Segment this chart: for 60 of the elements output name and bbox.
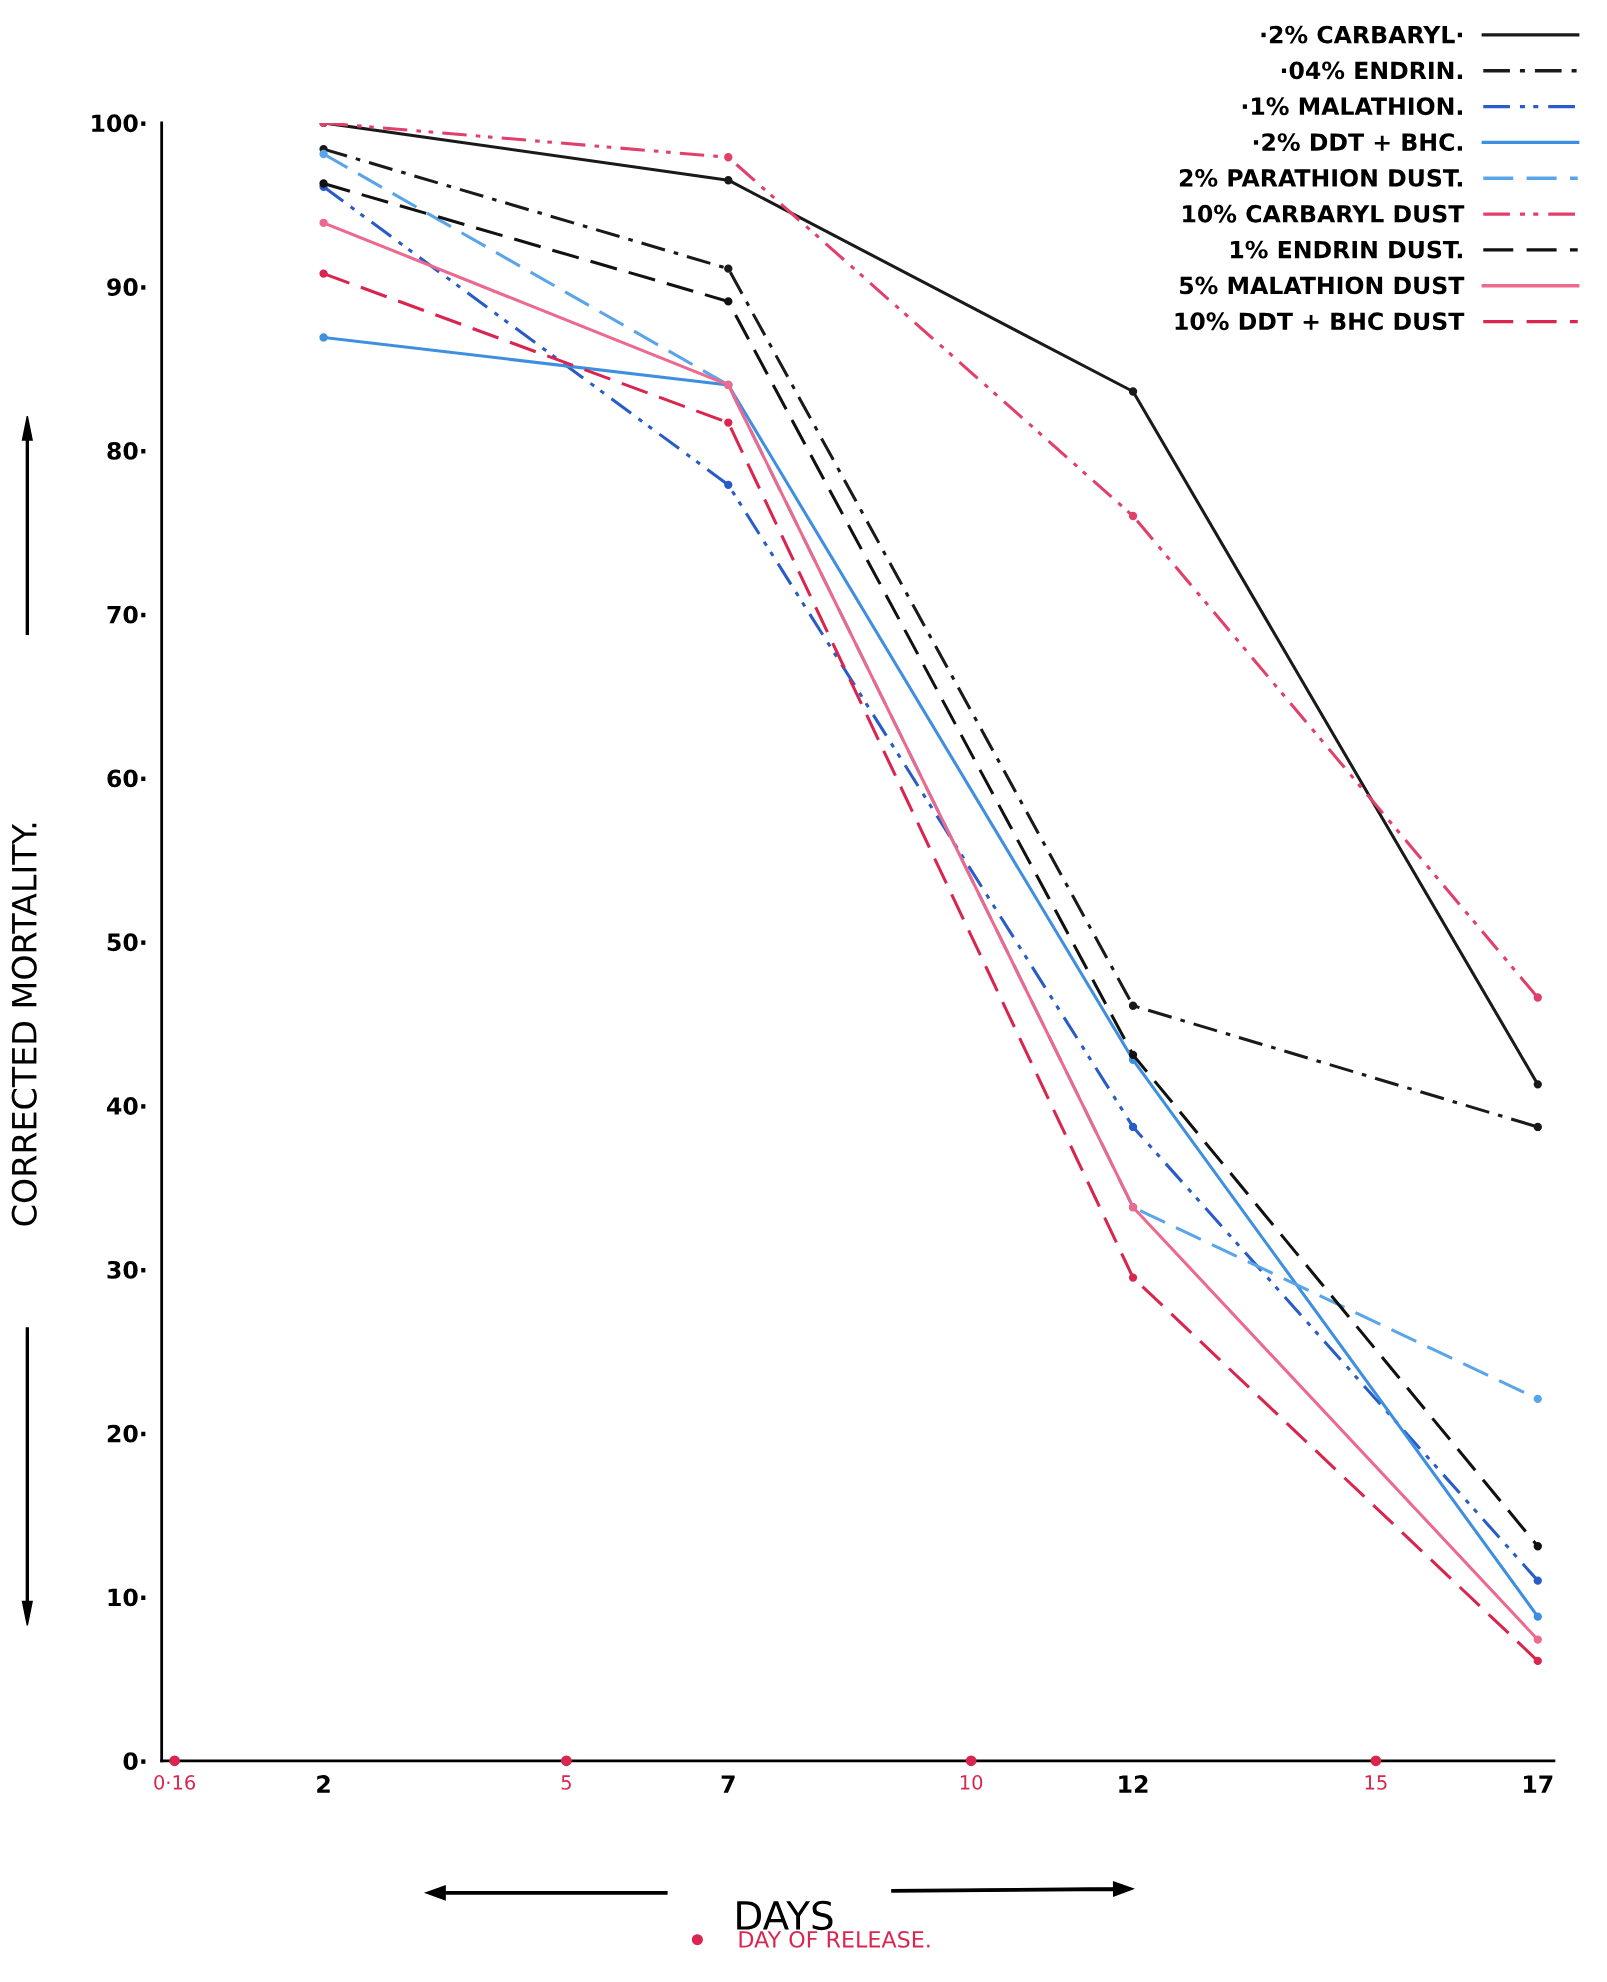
point <box>1128 1050 1138 1060</box>
y-tick-label: 10· <box>108 1588 146 1607</box>
x-tick-label: 12 <box>1119 1775 1148 1793</box>
point <box>1128 1122 1138 1132</box>
point <box>724 480 733 490</box>
point <box>724 264 733 273</box>
x-tick-label: 2 <box>317 1775 330 1793</box>
point <box>561 1755 572 1767</box>
point <box>319 218 328 227</box>
y-tick-label: 30· <box>107 1260 146 1279</box>
legend-label: ·04% ENDRIN. <box>1281 61 1462 80</box>
point <box>724 297 733 306</box>
x-tick-label: 15 <box>1365 1775 1387 1790</box>
legend-label: ·1% MALATHION. <box>1242 97 1462 116</box>
point <box>1533 1542 1542 1551</box>
x-tick-label: 0·16 <box>154 1775 196 1790</box>
legend-label: 2% PARATHION DUST. <box>1179 168 1462 187</box>
point <box>1533 1576 1542 1585</box>
y-tick-label: 60· <box>107 769 146 788</box>
point <box>169 1755 180 1767</box>
x-tick-label: 7 <box>721 1775 735 1793</box>
point <box>1533 1635 1542 1644</box>
point <box>1128 387 1138 396</box>
text: DAY OF RELEASE. <box>739 1930 930 1948</box>
legend-label: 5% MALATHION DUST <box>1180 276 1465 295</box>
point <box>1128 511 1138 521</box>
point <box>319 333 328 342</box>
y-tick-label: 100· <box>92 114 146 133</box>
y-tick-label: 90· <box>107 278 146 296</box>
legend-label: 10% DDT + BHC DUST <box>1175 312 1465 331</box>
legend-label: 1% ENDRIN DUST. <box>1231 240 1462 259</box>
legend-label: ·2% CARBARYL· <box>1261 25 1462 44</box>
point <box>965 1755 977 1767</box>
point <box>319 149 328 159</box>
legend-label: ·2% DDT + BHC. <box>1253 133 1462 151</box>
y-tick-label: 20· <box>107 1424 146 1443</box>
point <box>1533 1612 1542 1621</box>
point <box>724 176 733 185</box>
point <box>1533 1122 1542 1132</box>
y-tick-label: 80· <box>107 441 146 460</box>
point <box>724 418 733 427</box>
y-axis-title: CORRECTED MORTALITY. <box>11 823 37 1226</box>
point <box>1533 993 1542 1002</box>
x-tick-label: 17 <box>1524 1775 1553 1793</box>
point <box>1533 1394 1542 1404</box>
y-tick-label: 70· <box>107 605 146 624</box>
legend-label: 10% CARBARYL DUST <box>1183 204 1465 223</box>
y-tick-label: 40· <box>107 1097 146 1115</box>
y-tick-label: 0· <box>123 1752 146 1771</box>
point <box>1128 1001 1138 1010</box>
point <box>1370 1755 1382 1767</box>
y-tick-label: 50· <box>107 933 146 952</box>
point <box>319 269 328 278</box>
x-tick-label: 5 <box>561 1775 571 1790</box>
x-axis-title: DAYS <box>737 1900 833 1931</box>
point <box>724 153 733 162</box>
point <box>1533 1656 1542 1666</box>
x-tick-label: 10 <box>960 1775 983 1790</box>
point <box>1533 1080 1542 1089</box>
point <box>1128 1273 1138 1282</box>
